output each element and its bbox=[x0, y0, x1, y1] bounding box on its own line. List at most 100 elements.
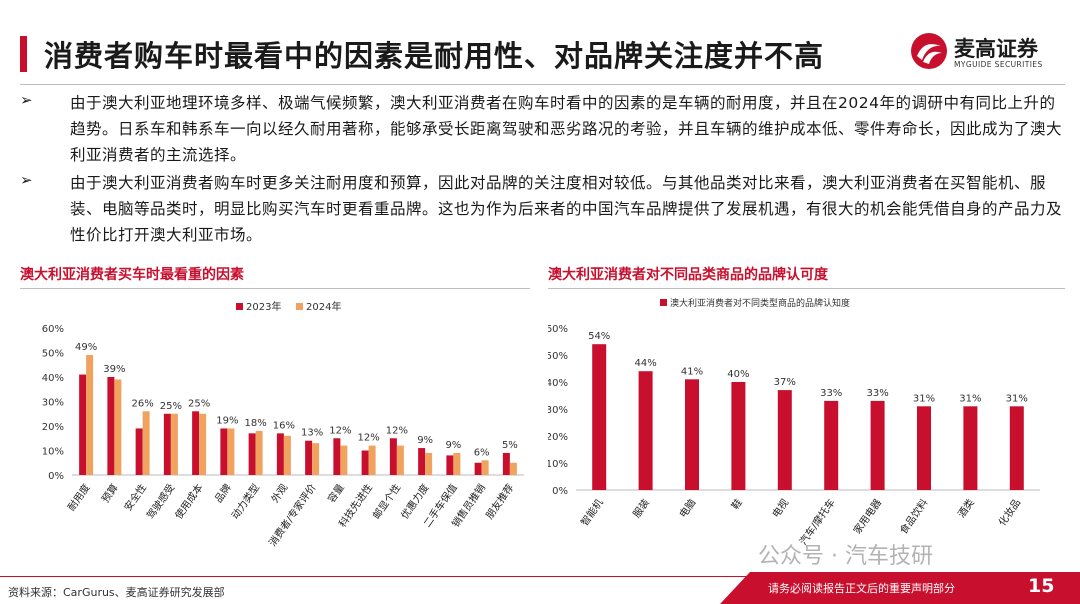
bar bbox=[312, 443, 320, 475]
y-tick-label: 0% bbox=[552, 486, 568, 497]
bar bbox=[481, 460, 489, 475]
bar bbox=[333, 438, 341, 475]
data-label: 54% bbox=[588, 331, 610, 342]
x-tick-label: 鞋 bbox=[728, 496, 744, 512]
bar bbox=[170, 413, 178, 475]
right-chart-title: 澳大利亚消费者对不同品类商品的品牌认可度 bbox=[548, 267, 828, 283]
bullet-arrow-icon: ➢ bbox=[20, 91, 33, 109]
x-tick-label: 酒类 bbox=[955, 496, 977, 520]
x-tick-label: 化妆品 bbox=[995, 496, 1023, 528]
bar bbox=[79, 374, 87, 475]
x-tick-label: 朋友推荐 bbox=[483, 481, 517, 521]
bar bbox=[396, 445, 404, 475]
data-label: 6% bbox=[474, 447, 490, 458]
legend-label: 2024年 bbox=[306, 300, 341, 313]
bar bbox=[592, 344, 607, 490]
y-tick-label: 40% bbox=[42, 373, 64, 384]
y-tick-label: 30% bbox=[42, 398, 64, 409]
logo-name-cn: 麦高证券 bbox=[954, 37, 1038, 61]
y-tick-label: 40% bbox=[548, 378, 568, 389]
legend-swatch bbox=[296, 303, 303, 310]
bar bbox=[870, 400, 885, 490]
data-label: 39% bbox=[103, 364, 125, 375]
x-tick-label: 驾驶感受 bbox=[144, 481, 178, 521]
bar bbox=[389, 438, 397, 475]
data-label: 40% bbox=[727, 369, 749, 380]
data-label: 16% bbox=[273, 420, 295, 431]
x-tick-label: 电视 bbox=[769, 496, 791, 520]
bar bbox=[446, 455, 454, 475]
legend-swatch bbox=[236, 303, 243, 310]
data-label: 9% bbox=[445, 440, 461, 451]
bar bbox=[142, 411, 150, 475]
data-label: 12% bbox=[329, 425, 351, 436]
bar bbox=[474, 462, 482, 475]
page-title: 消费者购车时最看中的因素是耐用性、对品牌关注度并不高 bbox=[44, 39, 825, 73]
footer-band bbox=[720, 572, 1080, 604]
right-chart-divider bbox=[548, 288, 1065, 289]
bar bbox=[418, 448, 426, 475]
watermark-text: 公众号 · 汽车技研 bbox=[758, 544, 933, 569]
x-tick-label: 智能机 bbox=[578, 496, 606, 528]
brand-recognition-bar-chart: 0% 10% 20% 30% 40% 50% 60% 澳大利亚消费者对不同类型商品的品牌认知度… bbox=[548, 297, 1040, 547]
x-tick-label: 使用成本 bbox=[172, 481, 206, 521]
x-tick-label: 品牌 bbox=[212, 481, 234, 505]
x-tick-label: 容量 bbox=[325, 481, 347, 505]
y-tick-label: 50% bbox=[42, 349, 64, 360]
legend-label: 2023年 bbox=[246, 300, 281, 313]
x-tick-label: 邮显个性 bbox=[370, 481, 404, 521]
y-tick-label: 0% bbox=[48, 471, 64, 482]
data-label: 33% bbox=[866, 388, 888, 399]
left-chart-title: 澳大利亚消费者买车时最看重的因素 bbox=[20, 267, 244, 283]
y-tick-label: 60% bbox=[548, 324, 568, 335]
bar bbox=[685, 379, 699, 490]
x-tick-label: 家用电器 bbox=[850, 496, 884, 536]
data-label: 26% bbox=[132, 398, 154, 409]
bar bbox=[276, 433, 284, 475]
x-tick-label: 动力类型 bbox=[228, 481, 262, 521]
page-number: 15 bbox=[1028, 575, 1055, 597]
disclaimer-notice: 请务必阅读报告正文后的重要声明部分 bbox=[768, 582, 955, 595]
bar bbox=[731, 382, 746, 490]
bullet-text: 由于澳大利亚消费者购车时更多关注耐用度和预算，因此对品牌的关注度相对较低。与其他… bbox=[70, 174, 1063, 244]
y-tick-label: 20% bbox=[548, 432, 568, 443]
data-label: 31% bbox=[959, 393, 981, 404]
title-accent-bar bbox=[20, 36, 27, 72]
legend-label: 澳大利亚消费者对不同类型商品的品牌认知度 bbox=[670, 297, 850, 309]
x-tick-label: 外观 bbox=[269, 482, 290, 505]
footer-divider bbox=[0, 576, 1080, 577]
bar bbox=[361, 450, 369, 475]
x-tick-label: 消费者/专家评价 bbox=[266, 481, 319, 549]
bar bbox=[220, 428, 228, 475]
bar bbox=[502, 452, 510, 475]
bar bbox=[135, 428, 143, 475]
bullet-arrow-icon: ➢ bbox=[20, 171, 33, 189]
bar bbox=[340, 445, 348, 475]
y-tick-label: 10% bbox=[548, 459, 568, 470]
bar bbox=[638, 371, 653, 490]
bar bbox=[192, 411, 200, 475]
data-label: 18% bbox=[245, 418, 267, 429]
bar bbox=[509, 462, 517, 475]
data-label: 37% bbox=[774, 377, 796, 388]
bullet-point-1: ➢ 由于澳大利亚地理环境多样、极端气候频繁，澳大利亚消费者在购车时看中的因素的是… bbox=[20, 90, 1065, 170]
bar bbox=[163, 413, 171, 475]
bullet-text: 由于澳大利亚地理环境多样、极端气候频繁，澳大利亚消费者在购车时看中的因素的是车辆… bbox=[70, 94, 1063, 164]
data-label: 31% bbox=[1006, 393, 1028, 404]
x-tick-label: 耐用度 bbox=[65, 481, 93, 513]
data-label: 41% bbox=[681, 366, 703, 377]
bar bbox=[963, 406, 978, 490]
data-label: 25% bbox=[160, 401, 182, 412]
data-label: 31% bbox=[913, 393, 935, 404]
left-chart-divider bbox=[20, 288, 530, 289]
bar bbox=[227, 428, 235, 475]
bar bbox=[255, 430, 263, 475]
bar bbox=[917, 406, 931, 490]
bar bbox=[425, 452, 433, 475]
y-tick-label: 20% bbox=[42, 422, 64, 433]
bar bbox=[305, 440, 313, 475]
bar bbox=[777, 390, 792, 490]
x-tick-label: 预算 bbox=[99, 481, 121, 505]
header-divider bbox=[20, 84, 1065, 85]
y-tick-label: 50% bbox=[548, 351, 568, 362]
